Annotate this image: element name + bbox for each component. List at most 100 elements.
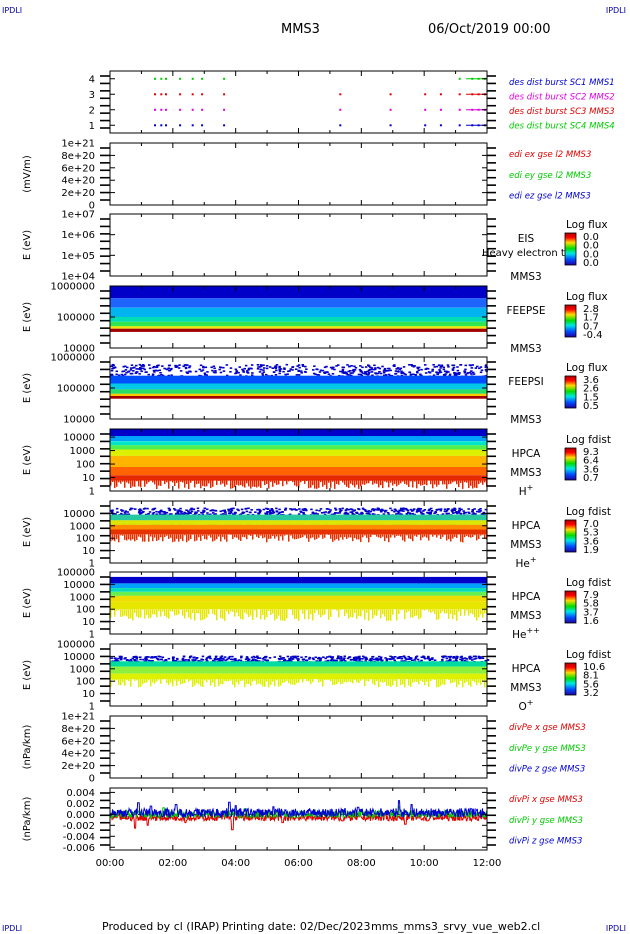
heatmap-speck [427,509,431,512]
heatmap-fringe [404,480,406,484]
heatmap-speck [400,660,403,662]
heatmap-fringe [380,679,382,682]
heatmap-fringe [156,609,158,618]
burst-mark [223,93,226,96]
y-tick-label: 10000 [63,415,95,426]
heatmap-speck [119,658,123,660]
heatmap-fringe [320,480,322,483]
heatmap-speck [457,510,461,513]
heatmap-fringe [244,609,246,613]
heatmap-fringe [236,679,238,683]
heatmap-speck [240,656,243,659]
heatmap-fringe [430,609,432,613]
heatmap-speck [458,372,461,374]
heatmap-fringe [406,609,408,613]
heatmap-fringe [432,534,434,537]
heatmap-speck [334,507,337,510]
heatmap-speck [187,510,190,512]
heatmap-fringe [166,534,168,536]
heatmap-speck [344,660,347,662]
heatmap-speck [367,372,371,375]
heatmap-fringe [318,609,320,615]
heatmap-fringe [204,609,206,620]
heatmap-speck [144,656,148,658]
heatmap-fringe [272,534,274,537]
heatmap-fringe [276,480,278,485]
burst-mark [179,108,182,111]
heatmap-speck [139,656,142,658]
heatmap-speck [478,511,481,513]
heatmap-fringe [434,609,436,614]
y-tick-label: 4e+20 [61,176,95,187]
heatmap-speck [126,511,129,513]
heatmap-speck [474,513,477,515]
heatmap-speck [364,366,368,368]
heatmap-fringe [320,679,322,682]
date-title: 06/Oct/2019 00:00 [428,22,551,37]
heatmap-speck [427,655,430,658]
heatmap-fringe [402,609,404,610]
heatmap-speck [219,510,222,513]
heatmap-fringe [386,534,388,539]
heatmap-fringe [158,679,160,680]
heatmap-fringe [152,480,154,483]
heatmap-fringe [202,534,204,536]
heatmap-fringe [248,609,250,618]
heatmap-speck [256,368,260,370]
colorbar [564,447,577,481]
heatmap-fringe [346,679,348,683]
heatmap-speck [301,365,305,367]
heatmap-speck [402,510,405,512]
heatmap-speck [142,367,145,370]
heatmap-speck [329,509,332,511]
heatmap-speck [391,656,394,658]
heatmap-fringe [350,534,352,538]
species-label: He++ [512,626,540,641]
heatmap-fringe [308,609,310,620]
heatmap-speck [252,655,256,658]
heatmap-speck [153,365,156,368]
heatmap-speck [373,364,376,367]
heatmap-speck [123,657,126,660]
heatmap-fringe [466,480,468,483]
heatmap-speck [134,372,138,374]
x-tick-label: 04:00 [221,858,250,869]
heatmap-speck [451,369,455,371]
heatmap-fringe [298,679,300,683]
heatmap-fringe [482,609,484,618]
heatmap-fringe [312,609,314,621]
heatmap-fringe [484,480,486,483]
heatmap-speck [479,656,482,658]
heatmap-fringe [214,609,216,616]
heatmap-fringe [132,609,134,621]
heatmap-speck [456,369,460,372]
heatmap-fringe [160,679,162,684]
heatmap-fringe [338,534,340,541]
heatmap-speck [464,364,467,367]
heatmap-speck [442,366,445,369]
heatmap-fringe [216,534,218,540]
heatmap-speck [449,655,453,658]
instrument-label: FEEPSE [507,305,546,317]
series-line [109,812,488,831]
heatmap-fringe [410,480,412,482]
heatmap-speck [336,512,339,514]
heatmap-speck [135,364,138,367]
heatmap-speck [472,512,475,514]
heatmap-speck [176,365,179,367]
heatmap-speck [387,373,391,376]
heatmap-fringe [180,609,182,610]
y-tick-label: 100 [76,677,95,688]
heatmap-fringe [270,534,272,539]
heatmap-fringe [356,480,358,485]
heatmap-speck [174,366,177,368]
heatmap-speck [431,658,434,661]
panel-frame [109,213,488,277]
y-tick-label: 1e+04 [61,272,95,283]
heatmap-fringe [360,534,362,543]
y-tick-label: 8e+20 [61,151,95,162]
heatmap-speck [146,656,149,658]
heatmap-speck [190,510,194,513]
legend-entry: edi ex gse l2 MMS3 [509,150,591,160]
heatmap-speck [411,512,414,515]
